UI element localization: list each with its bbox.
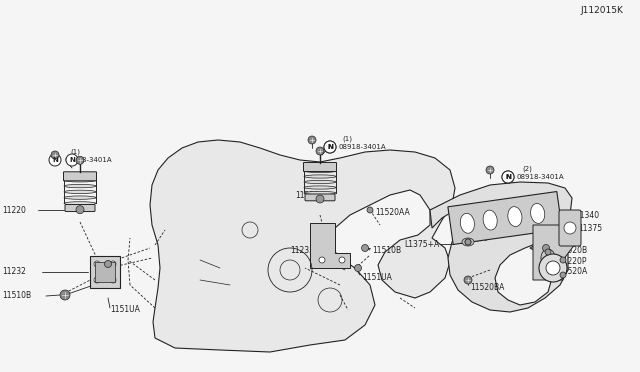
- Ellipse shape: [64, 190, 96, 193]
- Text: (1): (1): [70, 149, 80, 155]
- Circle shape: [94, 261, 100, 267]
- Circle shape: [362, 244, 369, 251]
- Text: 11340: 11340: [575, 211, 599, 219]
- Circle shape: [465, 239, 471, 245]
- Ellipse shape: [462, 238, 474, 246]
- Text: J112015K: J112015K: [580, 6, 623, 15]
- Text: 08918-3401A: 08918-3401A: [64, 157, 111, 163]
- Text: 11520B: 11520B: [558, 246, 587, 254]
- FancyBboxPatch shape: [63, 172, 97, 181]
- FancyBboxPatch shape: [559, 210, 581, 246]
- Polygon shape: [430, 182, 572, 312]
- Circle shape: [560, 272, 566, 278]
- Circle shape: [110, 261, 116, 267]
- Circle shape: [308, 136, 316, 144]
- Ellipse shape: [64, 179, 96, 182]
- Ellipse shape: [304, 175, 336, 178]
- Ellipse shape: [64, 185, 96, 188]
- Text: N: N: [505, 174, 511, 180]
- FancyBboxPatch shape: [95, 262, 115, 282]
- Polygon shape: [150, 140, 455, 352]
- Text: N: N: [327, 144, 333, 150]
- Circle shape: [502, 171, 514, 183]
- Circle shape: [60, 290, 70, 300]
- Circle shape: [51, 151, 59, 159]
- Circle shape: [539, 254, 567, 282]
- Circle shape: [104, 260, 111, 267]
- Text: 11520BA: 11520BA: [470, 283, 504, 292]
- Text: N: N: [52, 157, 58, 163]
- Text: 11510B: 11510B: [2, 292, 31, 301]
- Text: 1151UA: 1151UA: [110, 305, 140, 314]
- Circle shape: [66, 154, 78, 166]
- Polygon shape: [533, 225, 578, 280]
- Text: 11520AA: 11520AA: [375, 208, 410, 217]
- FancyBboxPatch shape: [90, 256, 120, 288]
- Circle shape: [324, 141, 336, 153]
- Circle shape: [464, 276, 472, 284]
- Circle shape: [76, 206, 84, 214]
- Text: 11233: 11233: [290, 246, 314, 254]
- Ellipse shape: [304, 180, 336, 184]
- FancyBboxPatch shape: [305, 194, 335, 201]
- Circle shape: [545, 249, 551, 255]
- Circle shape: [560, 257, 566, 263]
- Text: 08918-3401A: 08918-3401A: [339, 144, 387, 150]
- Circle shape: [465, 239, 471, 245]
- Circle shape: [502, 171, 514, 183]
- Circle shape: [94, 277, 100, 283]
- Polygon shape: [448, 192, 562, 244]
- Text: N: N: [69, 157, 75, 163]
- Circle shape: [76, 156, 84, 164]
- Text: 11220P: 11220P: [558, 257, 586, 266]
- Circle shape: [355, 264, 362, 272]
- Circle shape: [319, 257, 325, 263]
- Text: L1375+A: L1375+A: [404, 240, 440, 248]
- Text: (1): (1): [342, 136, 352, 142]
- Circle shape: [316, 195, 324, 203]
- Circle shape: [316, 147, 324, 155]
- Ellipse shape: [64, 202, 96, 205]
- Text: 11220: 11220: [2, 205, 26, 215]
- Circle shape: [339, 257, 345, 263]
- Circle shape: [367, 207, 373, 213]
- Text: 11510B: 11510B: [372, 246, 401, 254]
- FancyBboxPatch shape: [65, 205, 95, 212]
- Text: 11232: 11232: [2, 267, 26, 276]
- Circle shape: [49, 154, 61, 166]
- Circle shape: [564, 222, 576, 234]
- Circle shape: [546, 261, 560, 275]
- Ellipse shape: [304, 192, 336, 195]
- Ellipse shape: [64, 196, 96, 199]
- Ellipse shape: [541, 249, 555, 267]
- Ellipse shape: [460, 213, 474, 233]
- Text: 11220: 11220: [295, 190, 319, 199]
- Text: 11375: 11375: [578, 224, 602, 232]
- Text: N: N: [327, 144, 333, 150]
- Ellipse shape: [483, 210, 497, 230]
- Circle shape: [486, 166, 494, 174]
- Circle shape: [110, 277, 116, 283]
- Polygon shape: [310, 223, 350, 268]
- Text: 11520A: 11520A: [558, 267, 588, 276]
- Ellipse shape: [304, 186, 336, 189]
- Text: 08918-3401A: 08918-3401A: [517, 174, 564, 180]
- Text: N: N: [505, 174, 511, 180]
- Circle shape: [324, 141, 336, 153]
- Ellipse shape: [304, 169, 336, 173]
- Ellipse shape: [508, 207, 522, 227]
- Text: 1151UA: 1151UA: [362, 273, 392, 282]
- Ellipse shape: [531, 203, 545, 223]
- Circle shape: [543, 244, 550, 251]
- FancyBboxPatch shape: [303, 163, 337, 171]
- Text: (2): (2): [522, 166, 532, 172]
